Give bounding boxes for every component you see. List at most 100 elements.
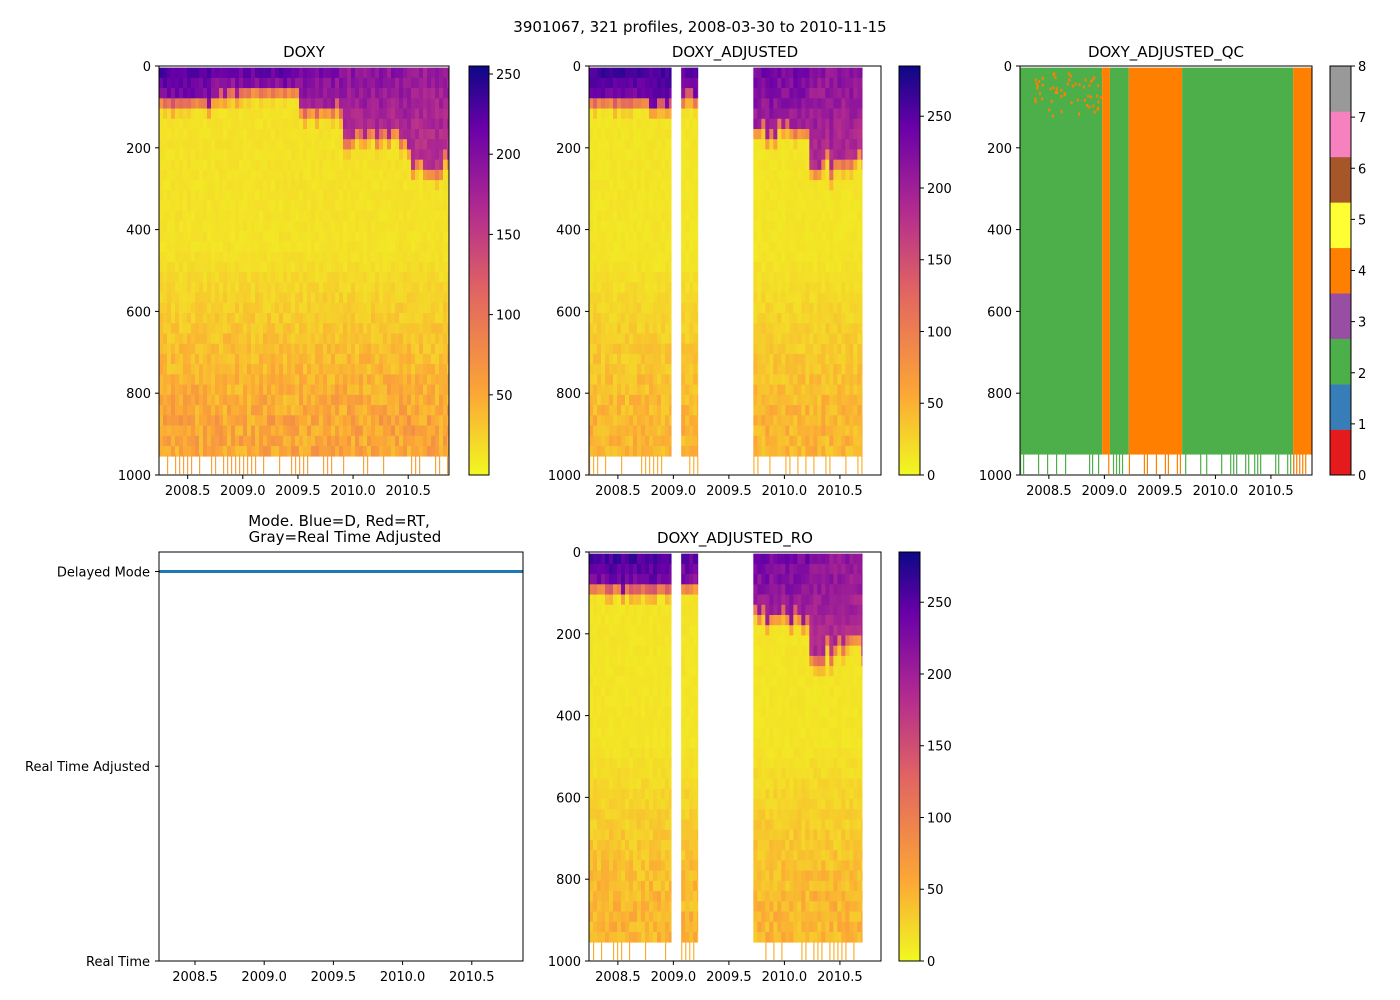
heatmap-cell [861,139,863,150]
heatmap-cell [187,128,192,140]
heatmap-cell [367,384,372,396]
heatmap-cell [331,353,336,365]
heatmap-cell [841,425,846,437]
heatmap-cell [395,200,400,212]
heatmap-cell [279,323,284,334]
heatmap-cell [419,435,424,447]
heatmap-cell [371,313,376,324]
heatmap-cell [287,231,292,242]
y-tick-label: 400 [556,224,581,239]
heatmap-cell [633,384,638,396]
heatmap-cell [179,210,184,222]
heatmap-cell [187,272,192,283]
heatmap-cell [267,405,272,416]
heatmap-cell [447,415,450,426]
heatmap-cell [207,323,212,334]
heatmap-cell [761,169,766,181]
heatmap-cell [183,353,188,365]
heatmap-cell [211,261,216,273]
heatmap-cell [215,98,220,109]
heatmap-cell [837,128,842,140]
heatmap-cell [781,98,786,109]
heatmap-cell [279,425,284,437]
heatmap-cell [319,302,324,314]
heatmap-cell [339,159,344,171]
heatmap-cell [657,159,662,171]
heatmap-cell [195,159,200,171]
heatmap-cell [697,98,699,109]
heatmap-cell [399,98,404,109]
heatmap-cell [625,353,630,365]
heatmap-cell [685,139,690,150]
heatmap-cell [805,231,810,242]
heatmap-cell [247,231,252,242]
heatmap-cell [283,159,288,171]
heatmap-cell [809,77,814,89]
heatmap-cell [423,169,428,181]
heatmap-profile-tail [785,454,787,474]
heatmap-cell [271,251,276,263]
heatmap-cell [203,210,208,222]
heatmap-cell [383,323,388,334]
heatmap-cell [645,313,650,324]
heatmap-cell [761,98,766,109]
heatmap-cell [797,210,802,222]
heatmap-cell [853,190,858,201]
heatmap-cell [163,98,168,109]
heatmap-cell [331,139,336,150]
heatmap-cell [195,425,200,437]
heatmap-cell [857,159,862,171]
heatmap-cell [447,190,450,201]
heatmap-cell [251,405,256,416]
heatmap-cell [403,282,408,293]
heatmap-cell [407,210,412,222]
heatmap-cell [821,128,826,140]
heatmap-cell [427,210,432,222]
heatmap-cell [825,292,830,304]
heatmap-cell [797,282,802,293]
heatmap-cell [411,190,416,201]
heatmap-cell [669,435,672,447]
heatmap-cell [367,292,372,304]
heatmap-cell [347,374,352,386]
heatmap-cell [629,302,634,314]
heatmap-cell [223,180,228,191]
heatmap-cell [813,261,818,273]
heatmap-cell [845,128,850,140]
heatmap-cell [597,108,602,120]
heatmap-cell [287,292,292,304]
heatmap-cell [299,364,304,375]
heatmap-cell [849,241,854,253]
heatmap-cell [809,374,814,386]
heatmap-cell [609,159,614,171]
heatmap-cell [829,343,834,355]
heatmap-cell [195,98,200,109]
heatmap-cell [415,445,420,457]
heatmap-cell [255,353,260,365]
heatmap-cell [411,149,416,161]
heatmap-cell [255,384,260,396]
heatmap-cell [367,190,372,201]
qc-profile-tail [1118,454,1121,474]
heatmap-cell [355,323,360,334]
heatmap-cell [375,210,380,222]
heatmap-cell [367,323,372,334]
heatmap-cell [243,231,248,242]
heatmap-cell [801,353,806,365]
heatmap-cell [331,323,336,334]
heatmap-cell [263,88,268,99]
heatmap-cell [247,425,252,437]
heatmap-cell [801,159,806,171]
heatmap-cell [335,415,340,426]
heatmap-cell [435,108,440,120]
heatmap-cell [275,159,280,171]
heatmap-cell [371,425,376,437]
heatmap-cell [359,261,364,273]
heatmap-cell [693,108,698,120]
heatmap-cell [813,364,818,375]
heatmap-cell [589,149,594,161]
heatmap-cell [271,282,276,293]
heatmap-cell [263,67,268,79]
heatmap-cell [645,88,650,99]
heatmap-cell [817,394,822,406]
